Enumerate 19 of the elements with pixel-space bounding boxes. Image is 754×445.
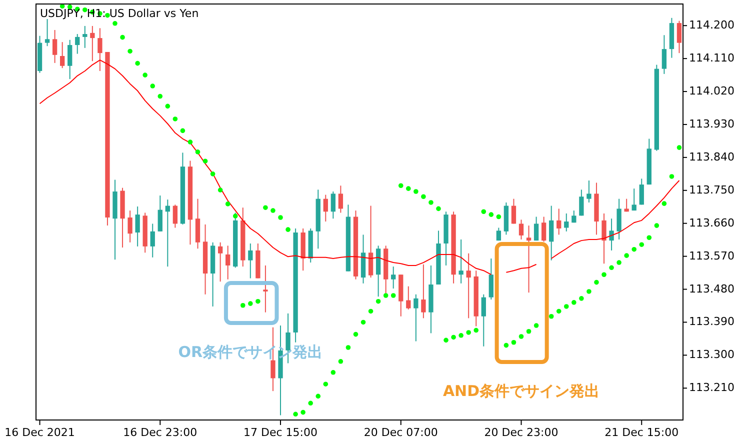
x-tick-label: 17 Dec 15:00 — [244, 426, 318, 439]
x-tick-label: 20 Dec 07:00 — [364, 426, 438, 439]
x-tick-label: 16 Dec 2021 — [4, 426, 75, 439]
y-tick-label: 113.750 — [689, 183, 734, 196]
x-tick-label: 21 Dec 15:00 — [604, 426, 679, 439]
y-tick-label: 113.390 — [689, 315, 734, 328]
y-tick-label: 113.480 — [689, 282, 734, 296]
x-tick-label: 16 Dec 23:00 — [123, 426, 198, 439]
y-tick-label: 113.210 — [689, 381, 734, 394]
x-tick-label: 20 Dec 23:00 — [484, 426, 558, 439]
y-tick-label: 113.570 — [689, 249, 734, 262]
y-tick-label: 114.200 — [689, 18, 734, 32]
y-tick-label: 113.660 — [689, 216, 734, 230]
y-tick-label: 113.930 — [689, 117, 734, 130]
y-tick-label: 113.300 — [689, 348, 734, 362]
y-tick-label: 114.020 — [689, 84, 734, 98]
y-tick-label: 114.110 — [689, 52, 734, 65]
annotation: AND条件でサイン発出 — [442, 382, 600, 400]
y-tick-label: 113.840 — [689, 150, 734, 164]
